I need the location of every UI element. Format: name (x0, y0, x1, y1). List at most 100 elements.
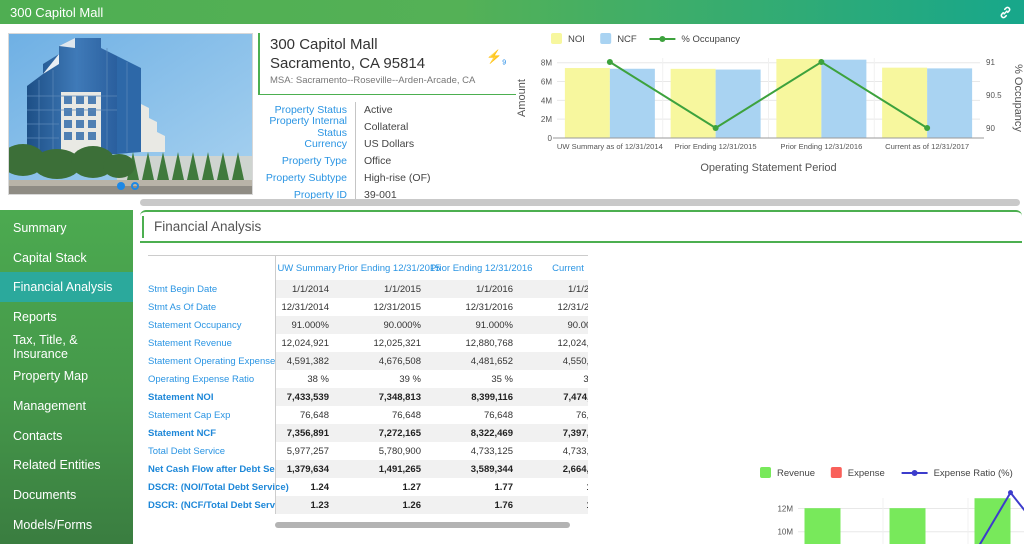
property-field-label[interactable]: Property Internal Status (269, 115, 347, 140)
table-row-label[interactable]: DSCR: (NOI/Total Debt Service) (148, 481, 289, 493)
column-header[interactable]: Prior Ending 12/31/2016 (430, 262, 533, 274)
property-field-label[interactable]: Currency (304, 138, 347, 151)
table-row: 1/1/2014 1/1/2015 1/1/2016 1/1/2017 (276, 280, 588, 298)
property-field-label[interactable]: Property ID (293, 188, 347, 201)
table-row-label[interactable]: Statement Operating Expense (148, 355, 276, 367)
legend-label: Revenue (777, 468, 815, 479)
table-cell: 38 % (307, 373, 329, 385)
table-cell: 7,356,891 (286, 427, 329, 439)
property-field-label[interactable]: Property Status (274, 104, 347, 117)
table-row-label[interactable]: Operating Expense Ratio (148, 373, 255, 385)
svg-text:4M: 4M (541, 96, 552, 105)
flash-icon[interactable]: ⚡9 (486, 49, 507, 67)
table-cell: 7,348,813 (378, 391, 421, 403)
table-cell: 1.77 (494, 481, 514, 493)
x-tick-label: Prior Ending 12/31/2016 (780, 142, 862, 151)
table-cell: 4,733,125 (562, 445, 588, 457)
property-field-value: Collateral (355, 118, 408, 136)
property-field-label[interactable]: Property Subtype (265, 172, 347, 184)
property-field-row: Currency US Dollars (258, 135, 520, 153)
table-cell: 4,676,508 (378, 355, 421, 367)
table-cell: 1.27 (402, 481, 422, 493)
legend-label: Expense (848, 468, 885, 479)
sidebar-item-related-entities[interactable]: Related Entities (13, 458, 101, 473)
property-field-row: Property ID 39-001 (258, 186, 520, 204)
table-horizontal-scrollbar[interactable] (275, 522, 570, 528)
column-header[interactable]: Current (552, 262, 584, 274)
table-cell: 76,648 (299, 409, 329, 421)
table-cell: 90.000% (383, 319, 421, 331)
sidebar-item-summary[interactable]: Summary (13, 220, 67, 235)
legend-swatch (551, 33, 562, 44)
table-row: 76,648 76,648 76,648 76,648 (276, 406, 588, 424)
legend-label: NOI (568, 34, 585, 45)
property-field-row: Property Status Active (258, 102, 520, 119)
sidebar-item-reports[interactable]: Reports (13, 309, 57, 324)
table-row-label[interactable]: Statement Occupancy (148, 319, 242, 331)
left-axis-title: Amount (516, 79, 528, 117)
table-row: 7,433,539 7,348,813 8,399,116 7,474,113 (276, 388, 588, 406)
table-cell: 7,433,539 (286, 391, 329, 403)
table-label-header-spacer (148, 256, 275, 280)
sidebar-item-management[interactable]: Management (13, 398, 86, 413)
property-address: Sacramento, CA 95814 (270, 55, 426, 72)
table-cell: 12/31/2016 (465, 301, 513, 313)
sidebar-item-financial-analysis[interactable]: Financial Analysis (0, 272, 133, 303)
legend-label: Expense Ratio (%) (934, 468, 1013, 479)
table-cell: 38 % (522, 374, 588, 385)
svg-text:2M: 2M (541, 115, 552, 124)
table-row-label[interactable]: Stmt As Of Date (148, 301, 217, 313)
sidebar-item-documents[interactable]: Documents (13, 488, 77, 503)
svg-text:0: 0 (548, 134, 553, 143)
table-row-label[interactable]: Total Debt Service (148, 445, 226, 457)
table-cell: 76,648 (575, 409, 588, 421)
property-field-label[interactable]: Property Type (281, 155, 347, 168)
property-field-row: Property Internal Status Collateral (258, 115, 520, 139)
sidebar-item-capital-stack[interactable]: Capital Stack (13, 250, 87, 265)
table-row-label[interactable]: Net Cash Flow after Debt Service (148, 463, 297, 475)
column-header[interactable]: UW Summary (277, 262, 337, 274)
property-name: 300 Capitol Mall (270, 36, 378, 53)
table-data-viewport[interactable]: UW Summary Prior Ending 12/31/2015 Prior E… (275, 256, 588, 514)
table-row-label[interactable]: Statement Revenue (148, 337, 232, 349)
table-cell: 4,481,652 (470, 355, 513, 367)
table-cell: 12,024,921 (281, 337, 329, 349)
carousel-dot-inactive[interactable] (131, 182, 139, 190)
table-row-label[interactable]: Statement NCF (148, 427, 217, 439)
table-cell: 7,272,165 (378, 427, 421, 439)
table-row-label[interactable]: Statement Cap Exp (148, 409, 231, 421)
sidebar-item-models-forms[interactable]: Models/Forms (13, 517, 93, 532)
x-tick-label: UW Summary as of 12/31/2014 (557, 142, 663, 151)
table-cell: 1.24 (310, 481, 330, 493)
property-msa: MSA: Sacramento--Roseville--Arden-Arcade… (270, 75, 476, 86)
link-icon[interactable] (998, 4, 1014, 20)
table-cell: 91.000% (291, 319, 329, 331)
property-field-value: High-rise (OF) (355, 169, 431, 187)
table-cell: 1,379,634 (286, 463, 329, 475)
table-row-label[interactable]: DSCR: (NCF/Total Debt Service) (148, 499, 292, 511)
sidebar-item-property-map[interactable]: Property Map (13, 369, 89, 384)
table-row-label[interactable]: Statement NOI (148, 391, 214, 403)
table-row: 12,024,921 12,025,321 12,880,768 12,024,621 (276, 334, 588, 352)
table-cell: 90.000% (567, 319, 588, 331)
table-cell: 2,664,340 (562, 463, 588, 475)
sidebar-item-tax-title-insurance[interactable]: Tax, Title, & Insurance (13, 332, 78, 361)
table-cell: 1/1/2016 (476, 283, 513, 295)
property-fields: Property Status Active Property Internal S… (258, 102, 520, 204)
sidebar-item-contacts[interactable]: Contacts (13, 428, 63, 443)
table-row: 7,356,891 7,272,165 8,322,469 7,397,465 (276, 424, 588, 442)
line-%-occupancy (609, 60, 928, 130)
horizontal-scrollbar[interactable] (140, 199, 1020, 206)
table-cell: 4,591,382 (286, 355, 329, 367)
property-address-block: 300 Capitol Mall Sacramento, CA 95814 MS… (258, 33, 516, 95)
table-row-label[interactable]: Stmt Begin Date (148, 283, 218, 295)
table-header-row: UW Summary Prior Ending 12/31/2015 Prior E… (276, 256, 588, 280)
table-row: 1.23 1.26 1.76 1.56 (276, 496, 588, 514)
column-header[interactable]: Prior Ending 12/31/2015 (338, 262, 441, 274)
svg-text:90: 90 (986, 124, 995, 133)
table-row: 4,591,382 4,676,508 4,481,652 4,550,508 (276, 352, 588, 370)
table-cell: 12/31/2017 (557, 301, 588, 313)
table-row: 91.000% 90.000% 91.000% 90.000% (276, 316, 588, 334)
carousel-dot-active[interactable] (117, 182, 125, 190)
